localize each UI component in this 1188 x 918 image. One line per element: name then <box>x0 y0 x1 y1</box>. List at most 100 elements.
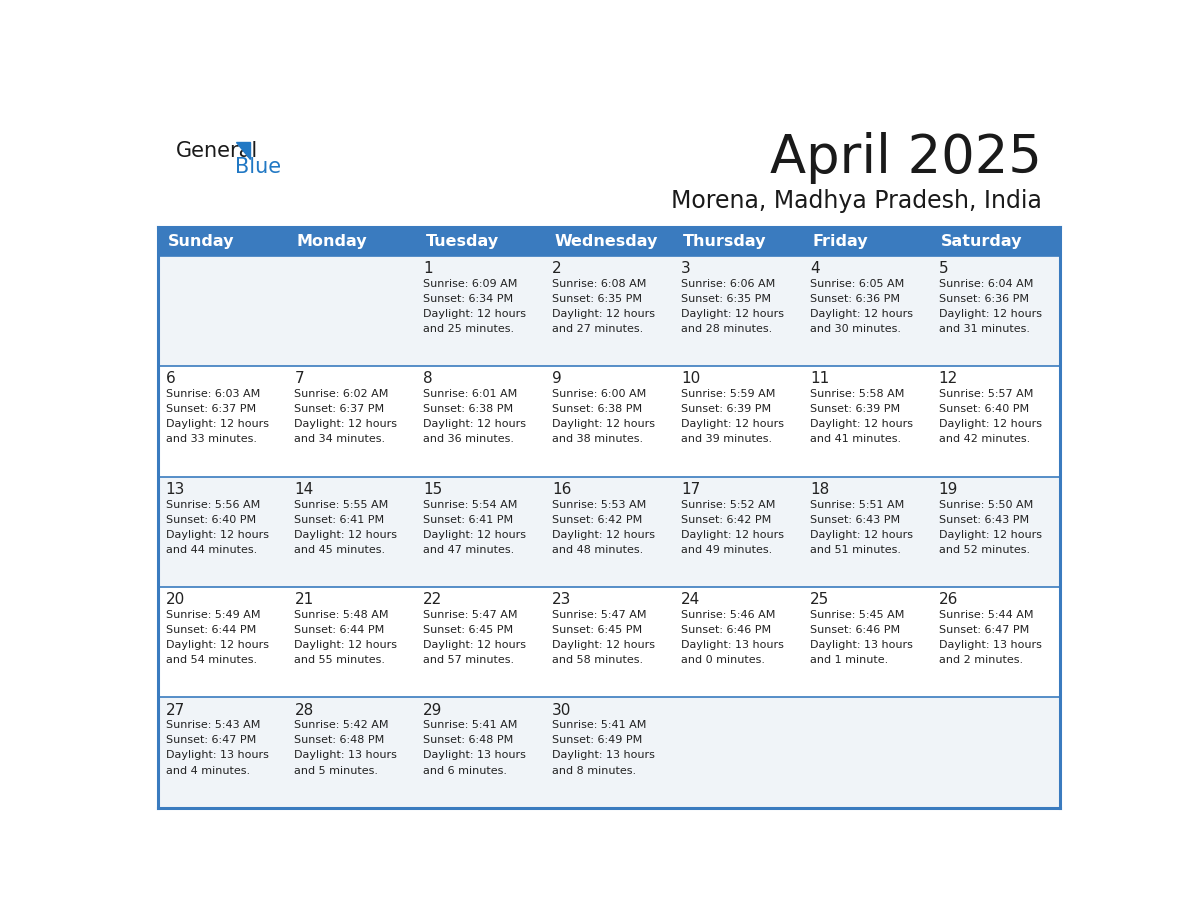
Text: Wednesday: Wednesday <box>555 234 658 249</box>
Text: Daylight: 12 hours: Daylight: 12 hours <box>295 420 398 430</box>
Text: and 28 minutes.: and 28 minutes. <box>681 324 772 334</box>
Text: Sunrise: 5:59 AM: Sunrise: 5:59 AM <box>681 389 776 399</box>
Text: Daylight: 12 hours: Daylight: 12 hours <box>810 308 912 319</box>
Text: 3: 3 <box>681 261 690 276</box>
Bar <box>158 366 1060 476</box>
Text: 27: 27 <box>165 703 185 718</box>
Text: General: General <box>176 141 258 161</box>
Text: Sunrise: 6:09 AM: Sunrise: 6:09 AM <box>423 279 518 289</box>
Text: Sunrise: 5:49 AM: Sunrise: 5:49 AM <box>165 610 260 620</box>
Text: Daylight: 13 hours: Daylight: 13 hours <box>681 640 784 650</box>
Text: Saturday: Saturday <box>941 234 1023 249</box>
Text: Sunrise: 5:56 AM: Sunrise: 5:56 AM <box>165 499 260 509</box>
Text: 29: 29 <box>423 703 443 718</box>
Text: and 52 minutes.: and 52 minutes. <box>939 544 1030 554</box>
Text: 16: 16 <box>552 482 571 497</box>
Text: Sunrise: 5:55 AM: Sunrise: 5:55 AM <box>295 499 388 509</box>
Bar <box>158 476 1060 587</box>
Text: Sunrise: 6:00 AM: Sunrise: 6:00 AM <box>552 389 646 399</box>
Text: Sunrise: 6:02 AM: Sunrise: 6:02 AM <box>295 389 388 399</box>
Text: Daylight: 12 hours: Daylight: 12 hours <box>681 420 784 430</box>
Text: and 8 minutes.: and 8 minutes. <box>552 766 637 776</box>
Text: Daylight: 12 hours: Daylight: 12 hours <box>165 530 268 540</box>
Text: Daylight: 12 hours: Daylight: 12 hours <box>681 308 784 319</box>
Text: and 34 minutes.: and 34 minutes. <box>295 434 386 444</box>
Text: 20: 20 <box>165 592 185 608</box>
Text: Daylight: 12 hours: Daylight: 12 hours <box>810 420 912 430</box>
Text: Daylight: 12 hours: Daylight: 12 hours <box>939 420 1042 430</box>
Bar <box>158 698 1060 808</box>
Text: Sunset: 6:45 PM: Sunset: 6:45 PM <box>552 625 643 635</box>
Text: Sunrise: 5:52 AM: Sunrise: 5:52 AM <box>681 499 776 509</box>
Text: Sunset: 6:46 PM: Sunset: 6:46 PM <box>810 625 901 635</box>
Text: Sunset: 6:35 PM: Sunset: 6:35 PM <box>552 294 643 304</box>
Text: 15: 15 <box>423 482 443 497</box>
Text: Sunset: 6:35 PM: Sunset: 6:35 PM <box>681 294 771 304</box>
Text: Sunset: 6:47 PM: Sunset: 6:47 PM <box>939 625 1029 635</box>
Text: Sunset: 6:44 PM: Sunset: 6:44 PM <box>165 625 255 635</box>
Text: Sunset: 6:37 PM: Sunset: 6:37 PM <box>165 404 255 414</box>
Text: and 31 minutes.: and 31 minutes. <box>939 324 1030 334</box>
Text: and 49 minutes.: and 49 minutes. <box>681 544 772 554</box>
Text: 7: 7 <box>295 372 304 386</box>
Text: Sunset: 6:41 PM: Sunset: 6:41 PM <box>295 515 385 525</box>
Text: Daylight: 12 hours: Daylight: 12 hours <box>165 640 268 650</box>
Text: Sunset: 6:42 PM: Sunset: 6:42 PM <box>552 515 643 525</box>
Text: Daylight: 13 hours: Daylight: 13 hours <box>552 751 655 760</box>
Text: Sunset: 6:37 PM: Sunset: 6:37 PM <box>295 404 385 414</box>
Text: Sunset: 6:43 PM: Sunset: 6:43 PM <box>939 515 1029 525</box>
Text: Daylight: 12 hours: Daylight: 12 hours <box>810 530 912 540</box>
Text: and 58 minutes.: and 58 minutes. <box>552 655 643 665</box>
Text: and 48 minutes.: and 48 minutes. <box>552 544 644 554</box>
Text: and 27 minutes.: and 27 minutes. <box>552 324 644 334</box>
Text: 17: 17 <box>681 482 700 497</box>
Text: Daylight: 12 hours: Daylight: 12 hours <box>681 530 784 540</box>
Text: and 39 minutes.: and 39 minutes. <box>681 434 772 444</box>
Text: Sunset: 6:39 PM: Sunset: 6:39 PM <box>681 404 771 414</box>
Text: 24: 24 <box>681 592 700 608</box>
Text: Daylight: 13 hours: Daylight: 13 hours <box>295 751 397 760</box>
Text: 12: 12 <box>939 372 958 386</box>
Text: and 2 minutes.: and 2 minutes. <box>939 655 1023 665</box>
Text: and 5 minutes.: and 5 minutes. <box>295 766 379 776</box>
Text: Sunset: 6:38 PM: Sunset: 6:38 PM <box>552 404 643 414</box>
Text: Daylight: 13 hours: Daylight: 13 hours <box>939 640 1042 650</box>
Text: Sunset: 6:38 PM: Sunset: 6:38 PM <box>423 404 513 414</box>
Bar <box>158 587 1060 698</box>
Text: Sunset: 6:44 PM: Sunset: 6:44 PM <box>295 625 385 635</box>
Text: 21: 21 <box>295 592 314 608</box>
Text: 13: 13 <box>165 482 185 497</box>
Text: Sunrise: 5:53 AM: Sunrise: 5:53 AM <box>552 499 646 509</box>
Text: Daylight: 12 hours: Daylight: 12 hours <box>939 530 1042 540</box>
Text: and 41 minutes.: and 41 minutes. <box>810 434 901 444</box>
Text: Sunset: 6:41 PM: Sunset: 6:41 PM <box>423 515 513 525</box>
Text: Daylight: 12 hours: Daylight: 12 hours <box>165 420 268 430</box>
Text: Daylight: 12 hours: Daylight: 12 hours <box>423 420 526 430</box>
Text: Daylight: 12 hours: Daylight: 12 hours <box>552 640 655 650</box>
Text: Sunrise: 5:50 AM: Sunrise: 5:50 AM <box>939 499 1034 509</box>
Text: 5: 5 <box>939 261 948 276</box>
Text: 10: 10 <box>681 372 700 386</box>
Text: Sunrise: 5:57 AM: Sunrise: 5:57 AM <box>939 389 1034 399</box>
Text: Daylight: 12 hours: Daylight: 12 hours <box>423 640 526 650</box>
Text: and 47 minutes.: and 47 minutes. <box>423 544 514 554</box>
Text: and 55 minutes.: and 55 minutes. <box>295 655 385 665</box>
Text: 19: 19 <box>939 482 959 497</box>
Text: and 54 minutes.: and 54 minutes. <box>165 655 257 665</box>
Text: 23: 23 <box>552 592 571 608</box>
Text: Daylight: 12 hours: Daylight: 12 hours <box>423 530 526 540</box>
Text: Sunrise: 5:43 AM: Sunrise: 5:43 AM <box>165 721 260 731</box>
Text: Sunrise: 5:54 AM: Sunrise: 5:54 AM <box>423 499 518 509</box>
Text: and 1 minute.: and 1 minute. <box>810 655 889 665</box>
Text: 28: 28 <box>295 703 314 718</box>
Text: Sunset: 6:48 PM: Sunset: 6:48 PM <box>295 735 385 745</box>
Text: Daylight: 12 hours: Daylight: 12 hours <box>552 530 655 540</box>
Text: Sunrise: 5:48 AM: Sunrise: 5:48 AM <box>295 610 388 620</box>
Text: Sunrise: 5:41 AM: Sunrise: 5:41 AM <box>552 721 646 731</box>
Text: and 45 minutes.: and 45 minutes. <box>295 544 386 554</box>
Text: Daylight: 12 hours: Daylight: 12 hours <box>295 530 398 540</box>
Bar <box>158 227 1060 256</box>
Text: and 51 minutes.: and 51 minutes. <box>810 544 901 554</box>
Text: Sunrise: 6:05 AM: Sunrise: 6:05 AM <box>810 279 904 289</box>
Text: Daylight: 12 hours: Daylight: 12 hours <box>552 308 655 319</box>
